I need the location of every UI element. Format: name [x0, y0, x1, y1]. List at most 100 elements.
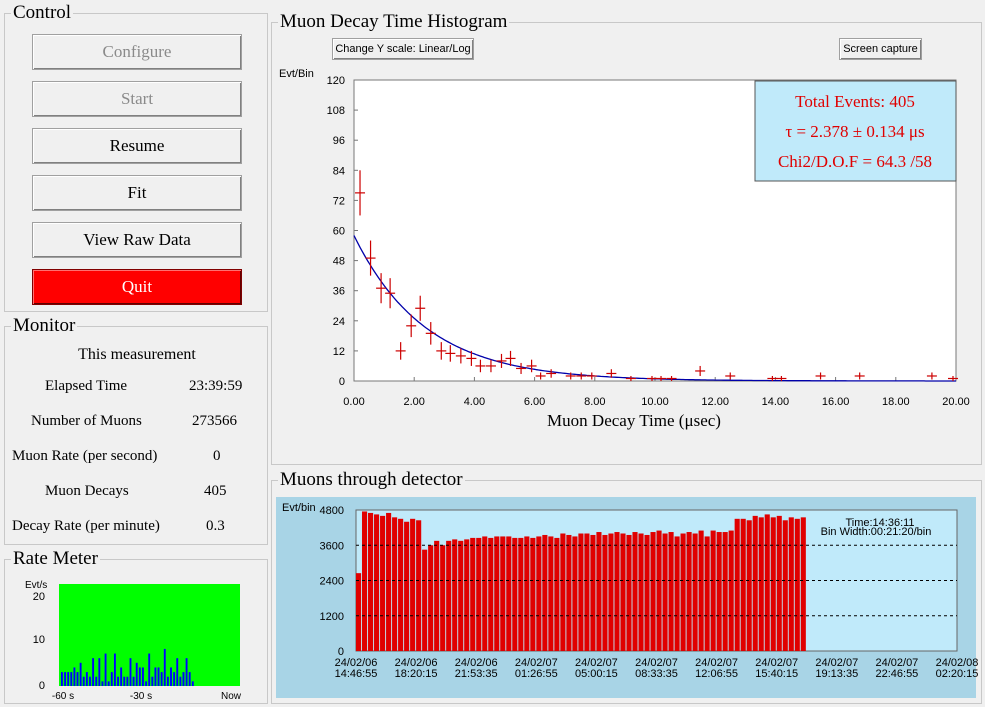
change-y-scale-button[interactable]: Change Y scale: Linear/Log: [332, 38, 474, 60]
data-point: [406, 314, 417, 338]
data-point: [625, 375, 636, 381]
detector-bar: [566, 534, 572, 651]
histogram-ytick: 96: [333, 135, 345, 147]
detector-xtick-time: 19:13:35: [815, 668, 858, 680]
rate-meter-xtick: -60 s: [52, 691, 74, 702]
data-point: [455, 348, 466, 364]
detector-xtick-date: 24/02/06: [455, 657, 498, 669]
rate-meter-chart: Evt/s 20 10 0 -60 s -30 s Now: [25, 580, 242, 702]
detector-bar: [620, 533, 626, 651]
rate-meter-bar: [129, 658, 132, 686]
detector-bar: [788, 517, 794, 651]
histogram-ytick: 0: [339, 376, 345, 388]
number-of-muons-value: 273566: [192, 413, 237, 429]
info-box: [754, 80, 957, 182]
detector-xtick-date: 24/02/07: [575, 657, 618, 669]
detector-bar: [740, 518, 746, 651]
detector-xtick-date: 24/02/07: [515, 657, 558, 669]
histogram-ytick: 120: [327, 75, 345, 87]
histogram-xtick: 2.00: [403, 396, 424, 408]
detector-bar: [452, 539, 458, 651]
histogram-ytick: 84: [333, 165, 345, 177]
detector-ylabel: Evt/bin: [282, 502, 316, 514]
rate-meter-bar: [182, 672, 185, 686]
muon-rate-value: 0: [213, 448, 221, 464]
fit-button[interactable]: Fit: [32, 175, 242, 211]
rate-meter-group: Rate Meter Evt/s 20 10 0 -60 s -30 s Now: [4, 549, 268, 704]
detector-bar: [752, 515, 758, 651]
histogram-xtick: 10.00: [641, 396, 669, 408]
data-point: [854, 372, 865, 380]
histogram-ytick: 36: [333, 286, 345, 298]
data-point: [586, 372, 597, 380]
data-point: [646, 375, 657, 381]
data-point: [767, 375, 778, 381]
configure-button[interactable]: Configure: [32, 34, 242, 70]
detector-bar: [614, 532, 620, 651]
detector-bar: [428, 545, 434, 651]
histogram-xtick: 16.00: [822, 396, 850, 408]
detector-xtick-time: 14:46:55: [335, 668, 378, 680]
data-point: [365, 240, 376, 276]
screen-capture-button[interactable]: Screen capture: [839, 38, 922, 60]
detector-ytick: 3600: [320, 540, 344, 552]
data-point: [695, 365, 706, 376]
detector-bar: [368, 512, 374, 651]
data-point: [475, 359, 486, 373]
detector-bar: [374, 514, 380, 651]
total-events-label: Total Events: 405: [795, 92, 915, 111]
histogram-xtick: 4.00: [464, 396, 485, 408]
view-raw-data-button[interactable]: View Raw Data: [32, 222, 242, 258]
data-point: [355, 170, 366, 216]
detector-bar: [698, 530, 704, 651]
data-point: [565, 372, 576, 380]
detector-bar: [494, 536, 500, 651]
detector-ytick: 2400: [320, 576, 344, 588]
quit-button[interactable]: Quit: [32, 269, 242, 305]
detector-bar: [722, 532, 728, 651]
detector-bar: [536, 536, 542, 651]
detector-bar: [650, 532, 656, 651]
rate-meter-xtick: -30 s: [130, 691, 152, 702]
detector-bar: [770, 517, 776, 651]
detector-bar: [704, 536, 710, 651]
detector-bar: [728, 530, 734, 651]
rate-meter-bar: [154, 667, 157, 686]
muon-decays-value: 405: [204, 483, 227, 499]
data-point: [496, 353, 507, 368]
control-group: Control Configure Start Resume Fit View …: [4, 3, 268, 312]
data-point: [485, 359, 496, 373]
rate-meter-title: Rate Meter: [11, 548, 100, 569]
data-point: [656, 375, 667, 381]
decay-rate-value: 0.3: [206, 518, 225, 534]
detector-bar: [710, 530, 716, 651]
start-button[interactable]: Start: [32, 81, 242, 117]
rate-meter-bar: [138, 667, 141, 686]
detector-xtick-time: 02:20:15: [936, 668, 979, 680]
monitor-title: Monitor: [11, 315, 78, 336]
detector-xtick-time: 15:40:15: [755, 668, 798, 680]
monitor-heading: This measurement: [78, 346, 196, 363]
histogram-ytick: 72: [333, 195, 345, 207]
rate-meter-bar: [85, 672, 88, 686]
rate-meter-bar: [64, 672, 66, 686]
detector-bar: [416, 520, 422, 651]
data-point: [526, 359, 537, 373]
rate-meter-bar: [70, 672, 73, 686]
detector-bar: [782, 520, 788, 651]
decay-rate-label: Decay Rate (per minute): [12, 518, 160, 534]
resume-button[interactable]: Resume: [32, 128, 242, 164]
detector-xtick-date: 24/02/07: [635, 657, 678, 669]
detector-ytick: 1200: [320, 611, 344, 623]
histogram-xtick: 18.00: [882, 396, 910, 408]
detector-bin-width-label: Bin Width:00:21:20/bin: [821, 526, 932, 538]
data-point: [376, 273, 387, 304]
rate-meter-bar: [67, 672, 70, 686]
data-point: [385, 278, 396, 309]
detector-bar: [404, 521, 410, 651]
data-point: [425, 322, 436, 345]
detector-bar: [596, 532, 602, 651]
data-point: [546, 369, 557, 378]
rate-meter-bar: [61, 672, 63, 686]
